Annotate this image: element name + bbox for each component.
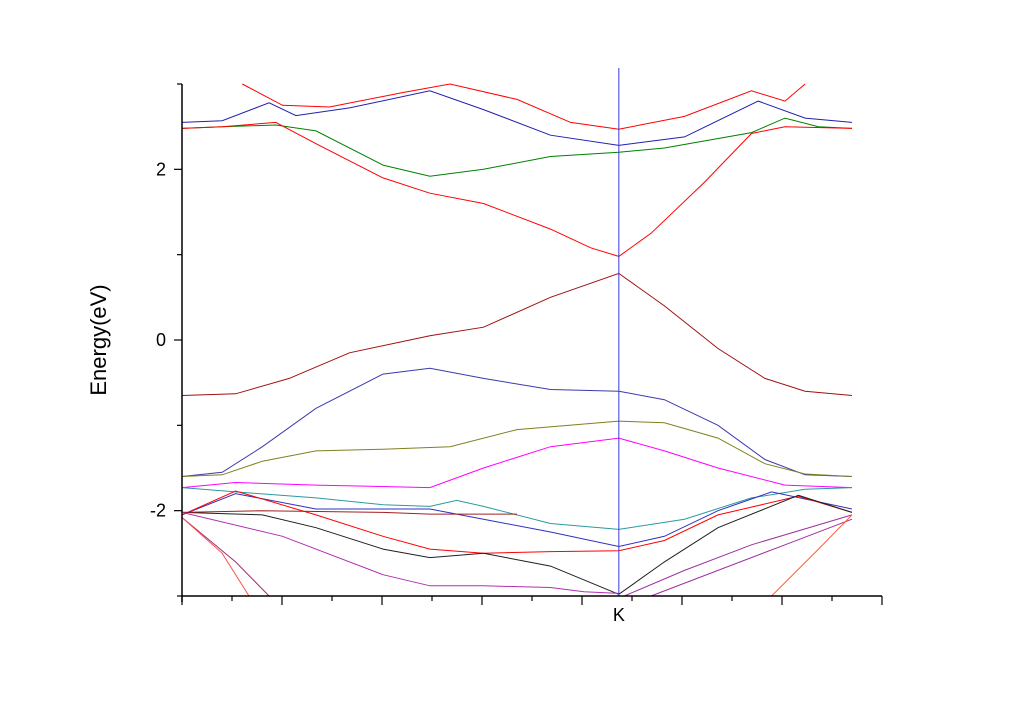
- series-layer: [181, 83, 853, 597]
- band-line-11: [181, 490, 853, 554]
- band-line-5: [181, 272, 853, 396]
- band-line-14: [181, 517, 270, 597]
- band-line-9: [181, 487, 853, 530]
- band-line-18: [650, 518, 853, 597]
- y-tick-label: 0: [156, 330, 166, 350]
- y-axis-title: Energy(eV): [86, 284, 111, 395]
- band-line-17: [624, 514, 853, 597]
- band-line-19: [771, 514, 853, 597]
- band-line-6: [181, 367, 853, 477]
- band-line-16: [181, 511, 619, 594]
- x-tick-label: K: [613, 605, 625, 625]
- band-line-1: [242, 83, 806, 130]
- band-line-12: [181, 494, 853, 595]
- band-line-4: [181, 121, 853, 257]
- band-line-8: [181, 437, 853, 489]
- y-ticks: -2 0 2: [150, 83, 182, 597]
- y-tick-label: 2: [156, 159, 166, 179]
- y-tick-label: -2: [150, 501, 166, 521]
- band-line-15: [181, 517, 250, 597]
- band-line-3: [181, 117, 853, 177]
- band-line-13: [181, 510, 517, 515]
- band-line-7: [181, 420, 853, 477]
- band-line-10: [181, 491, 853, 548]
- x-ticks: K: [181, 596, 883, 625]
- band-line-2: [181, 90, 853, 146]
